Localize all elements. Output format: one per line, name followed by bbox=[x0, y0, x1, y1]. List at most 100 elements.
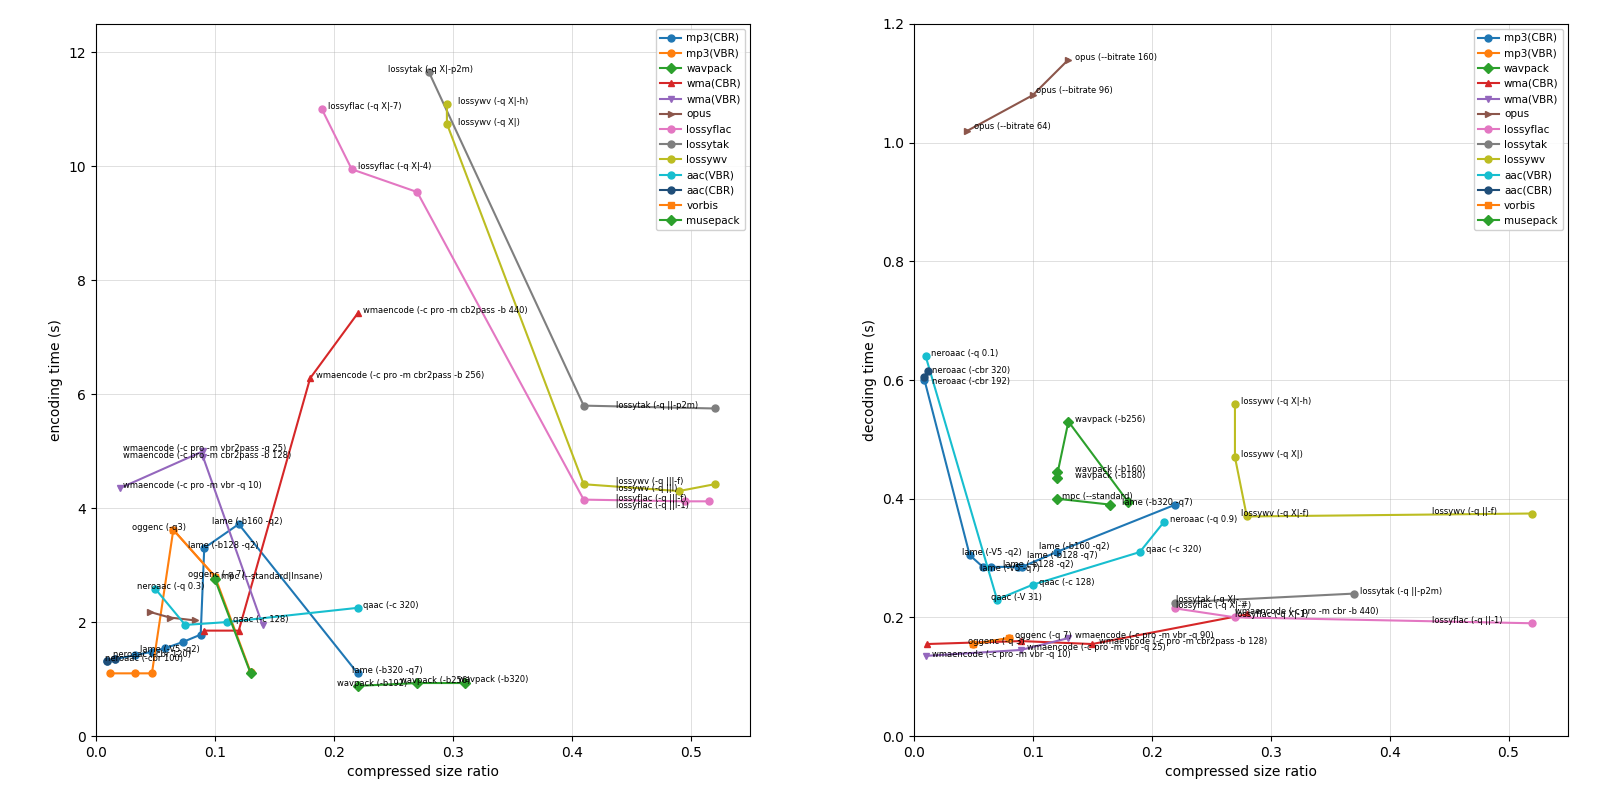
Text: lossywv (-q ||l): lossywv (-q ||l) bbox=[616, 484, 677, 493]
wavpack bbox=[1046, 473, 1066, 482]
musepack bbox=[242, 669, 261, 678]
Text: wmaencode (-c pro -m vbr -q 10): wmaencode (-c pro -m vbr -q 10) bbox=[933, 650, 1070, 659]
wma(VBR) bbox=[110, 483, 130, 493]
lossywv bbox=[574, 479, 594, 489]
Text: opus (--bitrate 64): opus (--bitrate 64) bbox=[974, 122, 1051, 131]
X-axis label: compressed size ratio: compressed size ratio bbox=[1165, 766, 1317, 779]
Line: aac(VBR): aac(VBR) bbox=[922, 353, 1166, 603]
Text: wmaencode (-c pro -m vbr -q 10): wmaencode (-c pro -m vbr -q 10) bbox=[123, 482, 261, 490]
lossywv bbox=[706, 479, 725, 489]
Text: wavpack (-b256): wavpack (-b256) bbox=[1075, 414, 1146, 423]
wma(VBR) bbox=[917, 651, 936, 661]
mp3(CBR) bbox=[98, 656, 117, 666]
Line: mp3(CBR): mp3(CBR) bbox=[922, 377, 1179, 570]
vorbis bbox=[205, 572, 224, 582]
mp3(CBR) bbox=[190, 630, 210, 639]
Line: opus: opus bbox=[963, 56, 1072, 134]
aac(VBR) bbox=[218, 618, 237, 627]
Line: lossytak: lossytak bbox=[426, 69, 718, 412]
mp3(CBR) bbox=[981, 562, 1000, 572]
Text: neroaac (-cbr 100): neroaac (-cbr 100) bbox=[104, 654, 182, 663]
wma(CBR) bbox=[1083, 639, 1102, 649]
mp3(CBR) bbox=[1166, 500, 1186, 510]
Text: lame (-b320 -q7): lame (-b320 -q7) bbox=[352, 666, 422, 675]
Text: lossyflac (-q X|-1): lossyflac (-q X|-1) bbox=[1235, 610, 1309, 619]
wma(VBR) bbox=[194, 452, 213, 462]
lossywv bbox=[1226, 399, 1245, 409]
Text: qaac (-c 128): qaac (-c 128) bbox=[234, 615, 288, 624]
Text: oggenc (-q3): oggenc (-q3) bbox=[133, 523, 186, 532]
mp3(CBR) bbox=[1013, 562, 1032, 572]
Text: mpc (--standard|Insane): mpc (--standard|Insane) bbox=[221, 572, 323, 582]
lossyflac bbox=[312, 105, 331, 114]
aac(VBR) bbox=[349, 603, 368, 613]
aac(VBR) bbox=[1130, 547, 1149, 557]
Legend: mp3(CBR), mp3(VBR), wavpack, wma(CBR), wma(VBR), opus, lossyflac, lossytak, loss: mp3(CBR), mp3(VBR), wavpack, wma(CBR), w… bbox=[1474, 30, 1563, 230]
aac(CBR) bbox=[106, 654, 125, 664]
Line: wavpack: wavpack bbox=[1053, 418, 1131, 505]
Line: vorbis: vorbis bbox=[970, 634, 1013, 647]
mp3(VBR) bbox=[163, 525, 182, 534]
Text: oggenc (-q 7): oggenc (-q 7) bbox=[1016, 631, 1072, 640]
Line: wavpack: wavpack bbox=[354, 679, 469, 690]
Line: lossyflac: lossyflac bbox=[1171, 605, 1536, 626]
mp3(CBR) bbox=[1010, 562, 1029, 572]
lossywv bbox=[437, 99, 456, 109]
wavpack bbox=[1059, 417, 1078, 426]
Legend: mp3(CBR), mp3(VBR), wavpack, wma(CBR), wma(VBR), opus, lossyflac, lossytak, loss: mp3(CBR), mp3(VBR), wavpack, wma(CBR), w… bbox=[656, 30, 746, 230]
Text: wmaencode (-c pro -m cbr2pass -b 128): wmaencode (-c pro -m cbr2pass -b 128) bbox=[123, 451, 291, 460]
Line: wma(CBR): wma(CBR) bbox=[200, 310, 362, 634]
Text: lossytak (-q X|-p2m): lossytak (-q X|-p2m) bbox=[387, 66, 474, 74]
Text: lame (-V5 -q2): lame (-V5 -q2) bbox=[962, 548, 1021, 557]
wma(VBR) bbox=[1011, 645, 1030, 654]
Line: musepack: musepack bbox=[211, 576, 254, 677]
musepack bbox=[1101, 500, 1120, 510]
Text: lossywv (-q X|-h): lossywv (-q X|-h) bbox=[1242, 397, 1312, 406]
Text: wmaencode (-c pro -m vbr2pass -q 25): wmaencode (-c pro -m vbr2pass -q 25) bbox=[123, 444, 286, 453]
Text: qaac (-c 320): qaac (-c 320) bbox=[363, 601, 418, 610]
Text: opus (--bitrate 96): opus (--bitrate 96) bbox=[1035, 86, 1112, 95]
mp3(CBR) bbox=[349, 669, 368, 678]
lossyflac bbox=[574, 495, 594, 505]
Line: musepack: musepack bbox=[1053, 495, 1114, 508]
vorbis bbox=[1000, 634, 1019, 643]
Y-axis label: encoding time (s): encoding time (s) bbox=[50, 319, 62, 441]
Text: lossyflac (-q X|-7): lossyflac (-q X|-7) bbox=[328, 102, 402, 111]
lossyflac bbox=[1523, 618, 1542, 628]
Line: opus: opus bbox=[146, 608, 198, 624]
Line: lossytak: lossytak bbox=[1171, 590, 1357, 606]
Text: wmaencode (-c pro -m vbr -q 90): wmaencode (-c pro -m vbr -q 90) bbox=[1075, 631, 1213, 640]
aac(CBR) bbox=[915, 372, 934, 382]
Line: wma(VBR): wma(VBR) bbox=[117, 448, 266, 629]
opus bbox=[958, 126, 978, 135]
wma(CBR) bbox=[917, 639, 936, 649]
Text: lame (-b128 -q2): lame (-b128 -q2) bbox=[187, 541, 259, 550]
Text: lossywv (-q ||-f): lossywv (-q ||-f) bbox=[1432, 506, 1496, 515]
Text: lame (-V5 -q7): lame (-V5 -q7) bbox=[979, 564, 1040, 573]
Text: wavpack (-b160): wavpack (-b160) bbox=[1075, 465, 1146, 474]
Line: mp3(VBR): mp3(VBR) bbox=[107, 526, 254, 677]
mp3(VBR) bbox=[963, 639, 982, 649]
mp3(CBR) bbox=[1046, 547, 1066, 557]
lossytak bbox=[1344, 589, 1363, 598]
Text: lossyflac (-q ||-1): lossyflac (-q ||-1) bbox=[1432, 616, 1502, 626]
Text: lossywv (-q X|-f): lossywv (-q X|-f) bbox=[1242, 510, 1309, 518]
lossyflac bbox=[699, 497, 718, 506]
opus bbox=[186, 615, 205, 625]
mp3(CBR) bbox=[155, 643, 174, 653]
aac(CBR) bbox=[98, 656, 117, 666]
lossyflac bbox=[675, 497, 694, 506]
lossytak bbox=[419, 68, 438, 78]
mp3(CBR) bbox=[960, 550, 979, 560]
Line: aac(CBR): aac(CBR) bbox=[104, 656, 118, 664]
Text: lossytak (-q ||-p2m): lossytak (-q ||-p2m) bbox=[1360, 586, 1442, 595]
Text: neroaac (-cbr 320): neroaac (-cbr 320) bbox=[933, 366, 1010, 375]
Text: neroaac (-q 0.9): neroaac (-q 0.9) bbox=[1170, 515, 1237, 525]
Text: mpc (--standard): mpc (--standard) bbox=[1062, 492, 1133, 501]
mp3(CBR) bbox=[126, 650, 146, 660]
Text: wmaencode (-c pro -m cb2pass -b 440): wmaencode (-c pro -m cb2pass -b 440) bbox=[363, 306, 528, 315]
musepack bbox=[1046, 494, 1066, 503]
mp3(CBR) bbox=[142, 647, 162, 657]
Text: qaac (-c 320): qaac (-c 320) bbox=[1146, 545, 1202, 554]
Text: lossytak (-q X|-...: lossytak (-q X|-... bbox=[1176, 595, 1246, 605]
